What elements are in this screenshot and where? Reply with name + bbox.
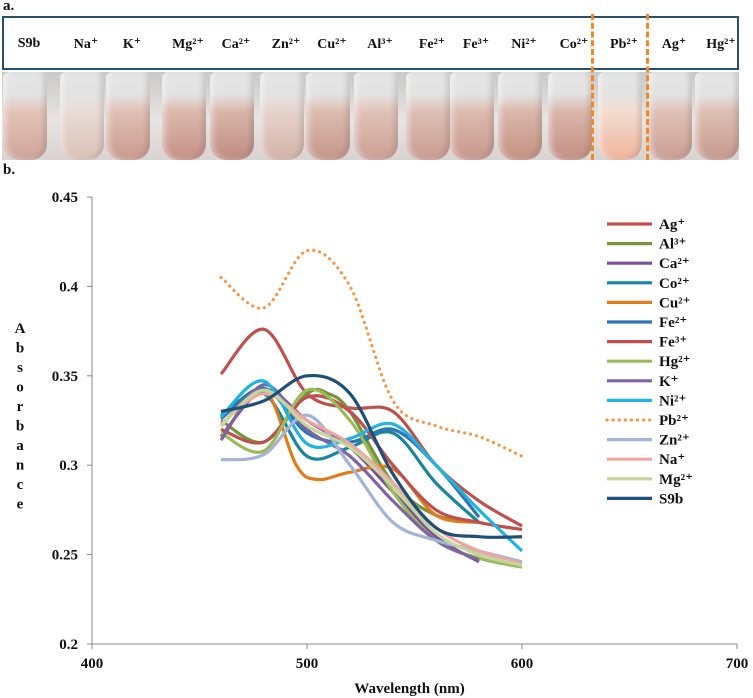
legend-label-8: K⁺ bbox=[659, 374, 679, 390]
legend-label-0: Ag⁺ bbox=[659, 217, 685, 233]
legend-label-7: Hg²⁺ bbox=[659, 354, 691, 370]
ion-label-7: Al³⁺ bbox=[367, 37, 393, 52]
vial-4 bbox=[210, 72, 254, 160]
legend-label-4: Cu²⁺ bbox=[659, 295, 691, 311]
legend-label-14: S9b bbox=[659, 491, 683, 507]
ion-label-13: Ag⁺ bbox=[661, 37, 687, 52]
legend-label-1: Al³⁺ bbox=[659, 237, 686, 253]
series-line-13 bbox=[219, 388, 523, 567]
lead-highlight-box bbox=[591, 14, 649, 160]
legend-label-3: Co²⁺ bbox=[659, 276, 690, 292]
chart-axes: 0.2 0.25 0.3 0.35 0.4 0.45 400 500 600 700 Wavelen… bbox=[15, 190, 749, 697]
ion-label-12: Pb²⁺ bbox=[610, 37, 638, 52]
series-line-6 bbox=[220, 394, 523, 532]
ion-label-1: Na⁺ bbox=[73, 37, 99, 52]
vial-8 bbox=[406, 72, 450, 160]
series-line-9 bbox=[219, 379, 524, 553]
y-tick-label: 0.45 bbox=[52, 190, 78, 206]
vial-2 bbox=[106, 72, 150, 160]
legend-label-5: Fe²⁺ bbox=[659, 315, 687, 331]
ion-label-14: Hg²⁺ bbox=[706, 37, 736, 52]
legend-label-2: Ca²⁺ bbox=[659, 256, 690, 272]
series-line-14 bbox=[220, 373, 523, 539]
vial-photograph bbox=[2, 72, 739, 160]
legend-label-6: Fe³⁺ bbox=[659, 335, 687, 351]
vial-10 bbox=[498, 72, 542, 160]
y-tick-label: 0.35 bbox=[52, 369, 78, 385]
x-tick-label: 400 bbox=[81, 656, 104, 672]
ion-label-6: Cu²⁺ bbox=[317, 37, 347, 52]
ion-label-3: Mg²⁺ bbox=[172, 37, 204, 52]
chart-legend: Ag⁺ Al³⁺ Ca²⁺ Co²⁺ Cu²⁺ Fe²⁺ Fe³⁺ Hg²⁺ K⁺ Ni²⁺ Pb²… bbox=[605, 217, 693, 507]
legend-label-12: Na⁺ bbox=[659, 452, 685, 468]
ion-label-8: Fe²⁺ bbox=[418, 37, 446, 52]
x-tick-label: 700 bbox=[726, 656, 749, 672]
vial-0 bbox=[3, 72, 47, 160]
vial-5 bbox=[260, 72, 304, 160]
ion-label-5: Zn²⁺ bbox=[271, 37, 301, 52]
vial-14 bbox=[695, 72, 739, 160]
ion-label-bar: S9b Na⁺ K⁺ Mg²⁺ Ca²⁺ Zn²⁺ Cu²⁺ Al³⁺ Fe²⁺ Fe³⁺ Ni²⁺… bbox=[2, 16, 739, 70]
ion-label-4: Ca²⁺ bbox=[221, 37, 251, 52]
y-tick-label: 0.25 bbox=[52, 548, 78, 564]
legend-label-13: Mg²⁺ bbox=[659, 472, 693, 488]
x-tick-label: 500 bbox=[296, 656, 319, 672]
ion-label-11: Co²⁺ bbox=[559, 37, 589, 52]
series-line-0 bbox=[219, 327, 523, 528]
vial-3 bbox=[162, 72, 206, 160]
x-axis-title: Wavelength (nm) bbox=[354, 681, 464, 697]
vial-12 bbox=[598, 72, 642, 160]
vial-7 bbox=[354, 72, 398, 160]
legend-label-11: Zn²⁺ bbox=[659, 433, 690, 449]
vial-photo-panel: S9b Na⁺ K⁺ Mg²⁺ Ca²⁺ Zn²⁺ Cu²⁺ Al³⁺ Fe²⁺ Fe³⁺ Ni²⁺… bbox=[0, 14, 753, 160]
ion-label-10: Ni²⁺ bbox=[511, 37, 537, 52]
chart-series bbox=[219, 248, 524, 569]
vial-13 bbox=[648, 72, 692, 160]
panel-a-label: a. bbox=[3, 0, 15, 14]
series-line-10 bbox=[219, 248, 524, 458]
x-tick-label: 600 bbox=[511, 656, 534, 672]
vial-6 bbox=[306, 72, 350, 160]
y-tick-label: 0.3 bbox=[59, 458, 78, 474]
ion-label-9: Fe³⁺ bbox=[462, 37, 490, 52]
vial-9 bbox=[450, 72, 494, 160]
ion-label-0: S9b bbox=[17, 36, 41, 51]
y-tick-label: 0.2 bbox=[59, 637, 78, 653]
vial-1 bbox=[60, 72, 104, 160]
legend-label-10: Pb²⁺ bbox=[659, 413, 689, 429]
series-line-12 bbox=[220, 392, 523, 566]
vial-11 bbox=[548, 72, 592, 160]
y-tick-label: 0.4 bbox=[59, 279, 78, 295]
legend-label-9: Ni²⁺ bbox=[659, 393, 686, 409]
panel-b-label: b. bbox=[3, 162, 16, 178]
ion-label-2: K⁺ bbox=[122, 37, 142, 52]
